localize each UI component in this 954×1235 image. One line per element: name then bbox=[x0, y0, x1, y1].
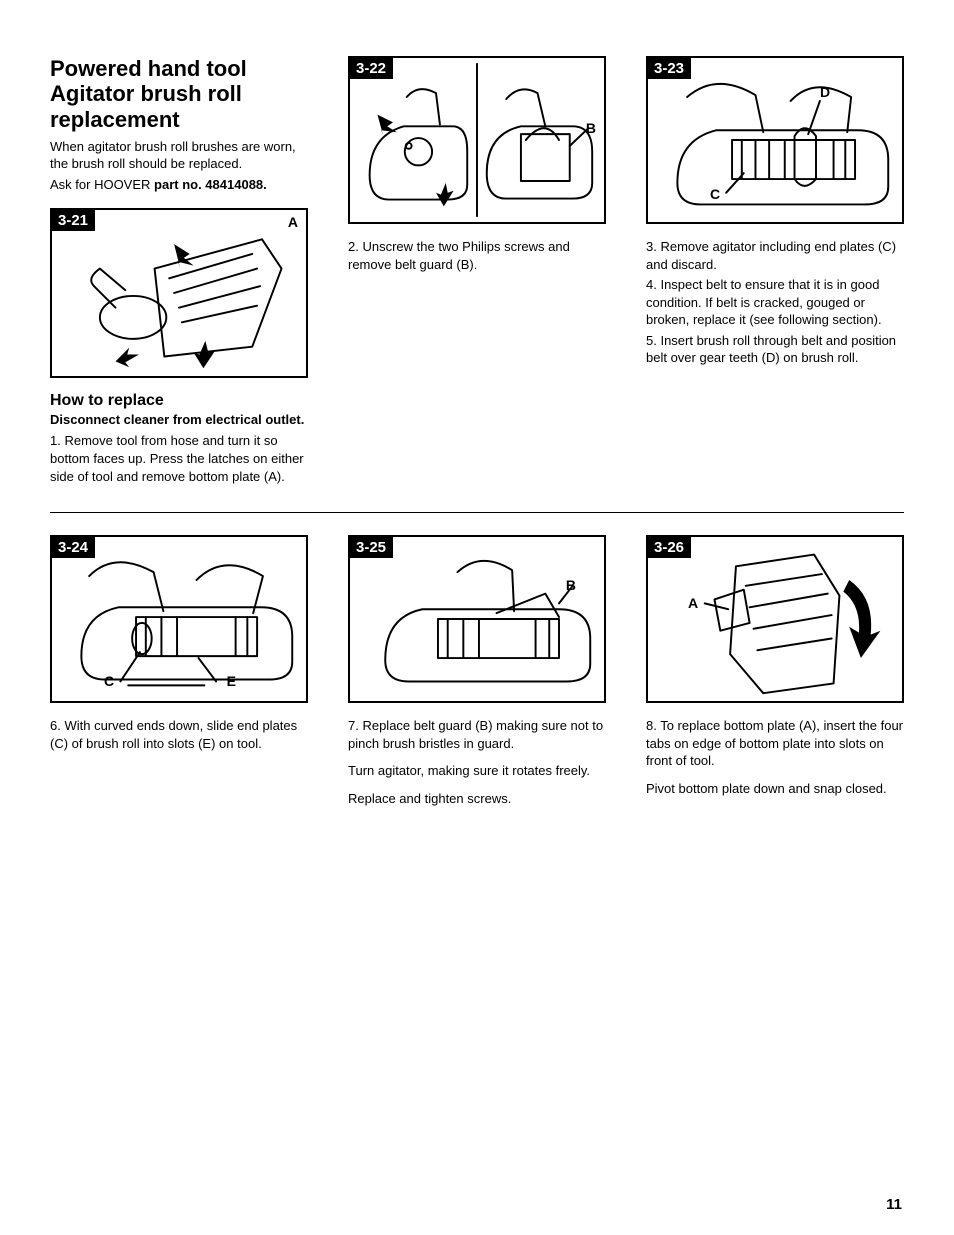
step-2: 2. Unscrew the two Philips screws and re… bbox=[348, 238, 606, 273]
figure-3-21: 3-21 A bbox=[50, 208, 308, 378]
callout-A-321: A bbox=[288, 214, 298, 230]
col-2-bottom: 3-25 B 7. Replace belt guard (B) making … bbox=[348, 535, 606, 810]
figure-3-22-label: 3-22 bbox=[350, 58, 393, 79]
figure-3-26-label: 3-26 bbox=[648, 537, 691, 558]
intro-b-prefix: Ask for HOOVER bbox=[50, 177, 154, 192]
step-8a: 8. To replace bottom plate (A), insert t… bbox=[646, 717, 904, 770]
figure-3-26-art bbox=[648, 537, 902, 701]
callout-D-323: D bbox=[820, 84, 830, 100]
figure-3-26: 3-26 A bbox=[646, 535, 904, 703]
figure-3-25-art bbox=[350, 537, 604, 701]
part-number: part no. 48414088. bbox=[154, 177, 267, 192]
step-6: 6. With curved ends down, slide end plat… bbox=[50, 717, 308, 752]
figure-3-23-art bbox=[648, 58, 902, 222]
how-to-replace-heading: How to replace bbox=[50, 392, 308, 410]
callout-C-323: C bbox=[710, 186, 720, 202]
callout-B-322: B bbox=[586, 120, 596, 136]
step-4: 4. Inspect belt to ensure that it is in … bbox=[646, 276, 904, 329]
page-number: 11 bbox=[886, 1196, 902, 1213]
callout-C-324: C bbox=[104, 673, 114, 689]
figure-3-25-label: 3-25 bbox=[350, 537, 393, 558]
intro-text-a: When agitator brush roll brushes are wor… bbox=[50, 138, 308, 173]
callout-E-324: E bbox=[227, 673, 236, 689]
figure-3-23: 3-23 D C bbox=[646, 56, 904, 224]
figure-3-25: 3-25 B bbox=[348, 535, 606, 703]
step-8b: Pivot bottom plate down and snap closed. bbox=[646, 780, 904, 798]
intro-text-b: Ask for HOOVER part no. 48414088. bbox=[50, 176, 308, 194]
section-divider bbox=[50, 512, 904, 513]
col-1-bottom: 3-24 C E 6. With curved ends down, slide… bbox=[50, 535, 308, 810]
step-7a: 7. Replace belt guard (B) making sure no… bbox=[348, 717, 606, 752]
step-3: 3. Remove agitator including end plates … bbox=[646, 238, 904, 273]
figure-3-22-art bbox=[350, 58, 604, 222]
step-7b: Turn agitator, making sure it rotates fr… bbox=[348, 762, 606, 780]
step-5: 5. Insert brush roll through belt and po… bbox=[646, 332, 904, 367]
step-7c: Replace and tighten screws. bbox=[348, 790, 606, 808]
figure-3-24-art bbox=[52, 537, 306, 701]
figure-3-24-label: 3-24 bbox=[52, 537, 95, 558]
figure-3-21-art bbox=[52, 210, 306, 376]
col-3-bottom: 3-26 A 8. To replace bottom plate (A), i… bbox=[646, 535, 904, 810]
col-3-top: 3-23 D C 3. Remove agitator including en… bbox=[646, 56, 904, 488]
figure-3-23-label: 3-23 bbox=[648, 58, 691, 79]
col-1-top: Powered hand tool Agitator brush roll re… bbox=[50, 56, 308, 488]
section-title: Powered hand tool Agitator brush roll re… bbox=[50, 56, 308, 132]
figure-3-22: 3-22 B bbox=[348, 56, 606, 224]
callout-B-325: B bbox=[566, 577, 576, 593]
figure-3-24: 3-24 C E bbox=[50, 535, 308, 703]
disconnect-warning: Disconnect cleaner from electrical outle… bbox=[50, 412, 308, 429]
figure-3-21-label: 3-21 bbox=[52, 210, 95, 231]
step-1: 1. Remove tool from hose and turn it so … bbox=[50, 432, 308, 485]
callout-A-326: A bbox=[688, 595, 698, 611]
col-2-top: 3-22 B bbox=[348, 56, 606, 488]
